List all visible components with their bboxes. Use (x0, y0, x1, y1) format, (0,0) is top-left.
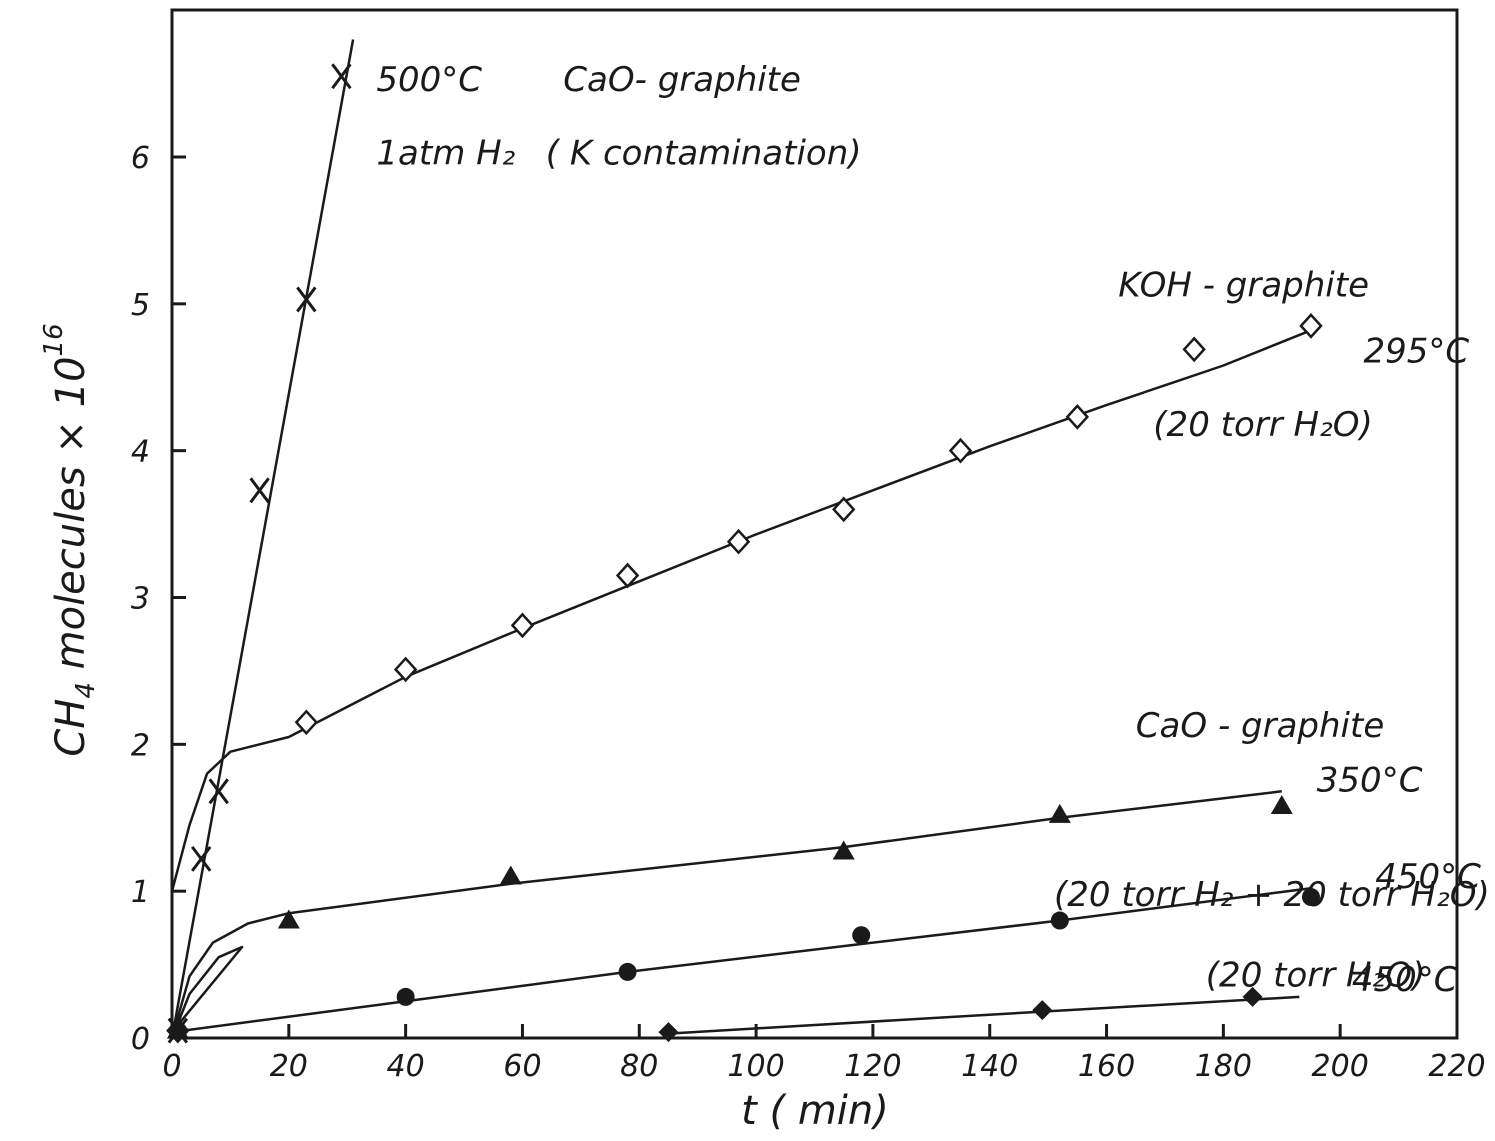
y-axis-title-exp: 16 (39, 323, 69, 356)
data-points (166, 63, 1323, 1044)
data-point-series-3 (499, 865, 522, 885)
y-tick-label: 6 (131, 141, 150, 176)
data-point-series-1 (249, 477, 270, 504)
annotation-label: ( K contamination) (546, 133, 862, 173)
data-point-series-1 (208, 778, 229, 805)
fit-line-series-1 (170, 39, 355, 1039)
annotations: 500°C 1atm H₂ CaO- graphite ( K contaminati… (376, 60, 1489, 1000)
data-point-series-2 (1182, 336, 1206, 363)
x-tick-label: 160 (1078, 1049, 1135, 1084)
data-point-series-2 (1299, 312, 1323, 339)
annotation-label: (20 torr H₂O) (1153, 405, 1372, 445)
annotation-label: 350°C (1317, 760, 1423, 800)
fit-line-series-2 (170, 329, 1312, 892)
data-point-series-1 (191, 845, 212, 872)
svg-text:CH4 molecules × 1016: CH4 molecules × 1016 (39, 323, 101, 756)
y-tick-label: 5 (131, 288, 150, 323)
x-tick-label: 200 (1312, 1049, 1369, 1084)
data-point-series-4 (396, 987, 415, 1006)
data-point-series-4 (168, 1021, 187, 1040)
x-tick-label: 220 (1428, 1049, 1485, 1084)
x-tick-label: 40 (387, 1049, 425, 1084)
data-point-series-5 (1242, 986, 1263, 1007)
annotation-label: (20 torr H₂O) (1206, 956, 1425, 996)
x-tick-label: 60 (503, 1049, 541, 1084)
data-point-series-2 (948, 437, 973, 464)
annotation-label: 1atm H₂ (376, 133, 515, 173)
y-axis-title-rest: molecules × 10 (48, 356, 94, 682)
data-point-series-2 (615, 562, 640, 589)
data-point-series-2 (832, 496, 856, 523)
fit-line-series-5 (668, 995, 1300, 1035)
data-point-series-1 (296, 286, 317, 313)
x-tick-label: 180 (1195, 1049, 1252, 1084)
y-tick-label: 1 (131, 875, 150, 910)
annotation-label: 295°C (1364, 332, 1470, 372)
y-tick-label: 3 (131, 582, 150, 617)
data-point-series-3 (832, 840, 855, 860)
data-point-series-1 (331, 63, 352, 90)
x-tick-label: 140 (961, 1049, 1018, 1084)
data-point-series-3 (277, 909, 300, 929)
annotation-label: 500°C (376, 60, 482, 100)
data-point-series-4 (1301, 888, 1320, 907)
annotation-label: KOH - graphite (1118, 266, 1369, 306)
data-point-series-3 (1048, 803, 1071, 823)
x-tick-label: 80 (620, 1049, 658, 1084)
annotation-label: 450°C (1375, 857, 1481, 897)
y-axis-title-sub: 4 (71, 682, 101, 699)
data-point-series-2 (1065, 404, 1090, 430)
data-point-series-2 (294, 709, 319, 736)
data-point-series-2 (393, 656, 418, 683)
annotation-label: (20 torr H₂ + 20 torr H₂O) (1054, 875, 1490, 915)
data-point-series-4 (618, 962, 637, 981)
data-point-series-3 (1270, 795, 1293, 815)
x-axis-title: t ( min) (741, 1088, 889, 1134)
data-point-series-4 (1050, 911, 1069, 930)
y-tick-label: 0 (131, 1022, 150, 1057)
x-tick-label: 100 (727, 1049, 784, 1084)
axis-ticks: 0 20 40 60 80 100 120 140 160 180 200 220 0 1 2 3 4 5 6 (131, 141, 1486, 1084)
y-axis-title-main: CH (48, 699, 94, 757)
x-tick-label: 20 (270, 1049, 308, 1084)
data-point-series-2 (726, 528, 751, 555)
x-tick-label: 0 (162, 1049, 181, 1084)
y-axis-title: CH4 molecules × 1016 (39, 323, 101, 756)
annotation-label: CaO- graphite (563, 60, 801, 100)
fit-line-series-4 (170, 886, 1312, 1039)
data-point-series-5 (1032, 1000, 1053, 1021)
plot-frame (170, 8, 1459, 1040)
data-point-series-4 (852, 926, 871, 945)
annotation-label: 450°C (1352, 960, 1458, 1000)
data-point-series-5 (658, 1022, 679, 1043)
data-point-series-2 (510, 612, 535, 639)
y-tick-label: 4 (131, 435, 150, 470)
y-tick-label: 2 (131, 728, 150, 763)
annotation-label: CaO - graphite (1136, 706, 1384, 746)
x-tick-label: 120 (844, 1049, 901, 1084)
